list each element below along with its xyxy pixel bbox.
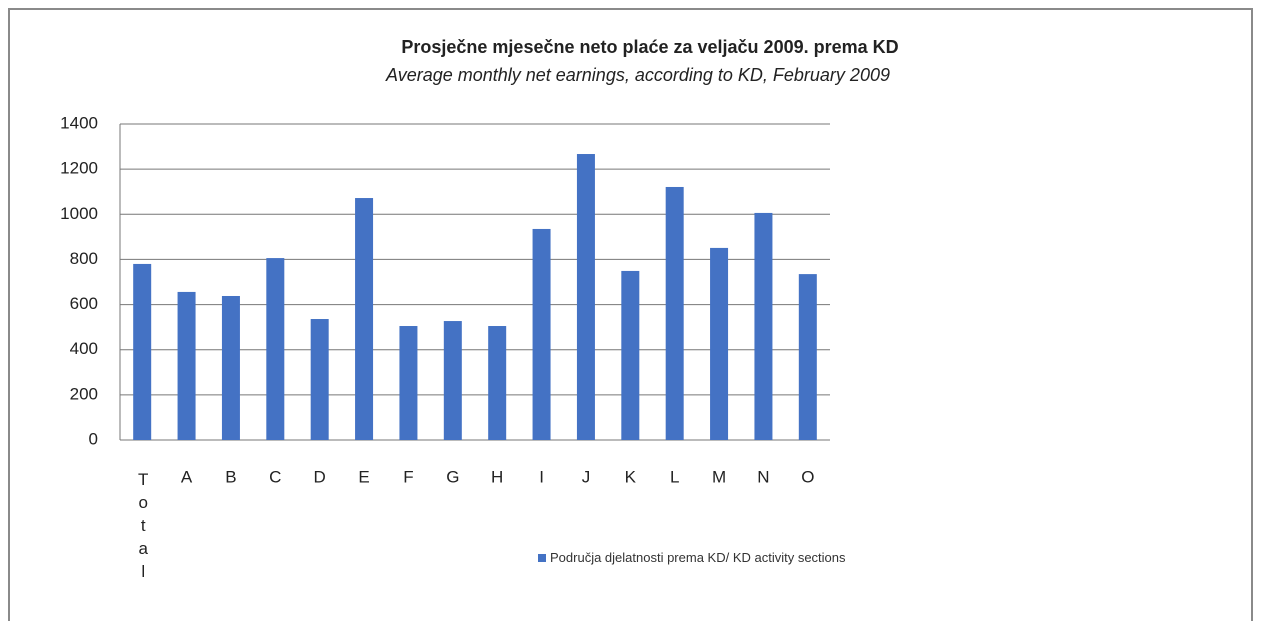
- bar: [177, 291, 196, 440]
- legend: Područja djelatnosti prema KD/ KD activi…: [538, 548, 928, 568]
- x-tick-label: H: [491, 467, 503, 486]
- x-tick-label: J: [582, 467, 591, 486]
- bar: [710, 247, 729, 440]
- x-tick-label: M: [712, 467, 726, 486]
- y-tick-label: 400: [70, 339, 98, 358]
- chart-title: Prosječne mjesečne neto plaće za veljaču…: [401, 37, 898, 57]
- y-tick-label: 1400: [60, 113, 98, 132]
- bar: [621, 270, 640, 440]
- y-tick-label: 0: [89, 429, 98, 448]
- y-tick-label: 800: [70, 249, 98, 268]
- y-tick-label: 1200: [60, 159, 98, 178]
- bar: [221, 295, 240, 440]
- x-tick-label: I: [539, 467, 544, 486]
- chart-subtitle: Average monthly net earnings, according …: [385, 65, 890, 85]
- x-tick-label: Total: [134, 470, 153, 585]
- bar: [266, 258, 285, 440]
- x-tick-label: N: [757, 467, 769, 486]
- bar: [798, 274, 817, 440]
- chart: Prosječne mjesečne neto plaće za veljaču…: [60, 37, 898, 585]
- frame: Prosječne mjesečne neto plaće za veljaču…: [8, 8, 1253, 621]
- x-tick-label: K: [625, 467, 637, 486]
- legend-label: Područja djelatnosti prema KD/ KD activi…: [550, 550, 846, 565]
- bar: [355, 198, 374, 440]
- y-tick-label: 200: [70, 384, 98, 403]
- x-tick-label: O: [801, 467, 814, 486]
- x-tick-label: B: [225, 467, 236, 486]
- bar: [665, 186, 684, 440]
- x-tick-label: F: [403, 467, 413, 486]
- x-tick-label: L: [670, 467, 679, 486]
- x-tick-label: A: [181, 467, 193, 486]
- bar: [532, 228, 551, 440]
- bar: [488, 326, 507, 440]
- y-tick-label: 600: [70, 294, 98, 313]
- bar: [754, 212, 773, 440]
- bar: [443, 321, 462, 440]
- x-tick-label: E: [358, 467, 369, 486]
- legend-swatch: [538, 554, 546, 562]
- x-tick-label: G: [446, 467, 459, 486]
- x-tick-label: C: [269, 467, 281, 486]
- bar: [133, 263, 152, 440]
- bar: [310, 319, 329, 440]
- y-tick-label: 1000: [60, 204, 98, 223]
- bar: [576, 154, 595, 440]
- x-tick-label: D: [314, 467, 326, 486]
- bar: [399, 326, 418, 440]
